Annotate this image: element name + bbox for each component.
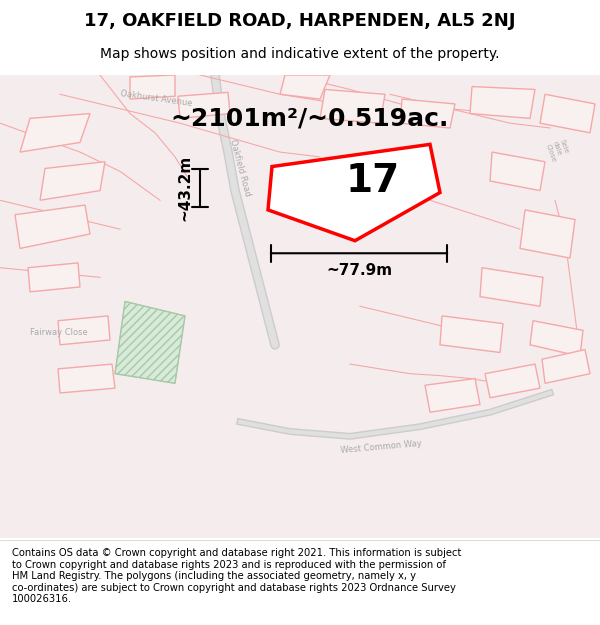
Text: Sele
dale
Close: Sele dale Close (545, 138, 570, 162)
Polygon shape (58, 364, 115, 393)
Text: 17, OAKFIELD ROAD, HARPENDEN, AL5 2NJ: 17, OAKFIELD ROAD, HARPENDEN, AL5 2NJ (84, 12, 516, 30)
Polygon shape (470, 86, 535, 118)
Text: 17: 17 (346, 162, 400, 200)
Polygon shape (268, 144, 440, 241)
Polygon shape (28, 263, 80, 292)
Text: Fairway Close: Fairway Close (30, 328, 88, 337)
Polygon shape (20, 114, 90, 152)
Polygon shape (490, 152, 545, 191)
Text: ~43.2m: ~43.2m (177, 155, 192, 221)
Text: Map shows position and indicative extent of the property.: Map shows position and indicative extent… (100, 47, 500, 61)
Polygon shape (540, 94, 595, 132)
Polygon shape (58, 316, 110, 345)
Text: West Common Way: West Common Way (340, 439, 422, 455)
Polygon shape (480, 268, 543, 306)
Polygon shape (520, 210, 575, 258)
Polygon shape (15, 205, 90, 248)
Polygon shape (178, 92, 230, 118)
Polygon shape (130, 75, 175, 99)
Text: ~77.9m: ~77.9m (326, 263, 392, 278)
Text: ~2101m²/~0.519ac.: ~2101m²/~0.519ac. (171, 106, 449, 131)
Polygon shape (425, 379, 480, 412)
Polygon shape (115, 301, 185, 383)
Polygon shape (542, 349, 590, 383)
Polygon shape (400, 99, 455, 128)
Polygon shape (280, 75, 330, 99)
Polygon shape (295, 192, 337, 219)
Polygon shape (485, 364, 540, 398)
Polygon shape (295, 166, 345, 196)
Text: Contains OS data © Crown copyright and database right 2021. This information is : Contains OS data © Crown copyright and d… (12, 548, 461, 604)
Polygon shape (320, 89, 385, 123)
Text: Oakfield Road: Oakfield Road (228, 138, 252, 198)
Polygon shape (40, 162, 105, 200)
Text: Oakhurst Avenue: Oakhurst Avenue (120, 89, 193, 108)
Polygon shape (440, 316, 503, 352)
Polygon shape (530, 321, 583, 356)
